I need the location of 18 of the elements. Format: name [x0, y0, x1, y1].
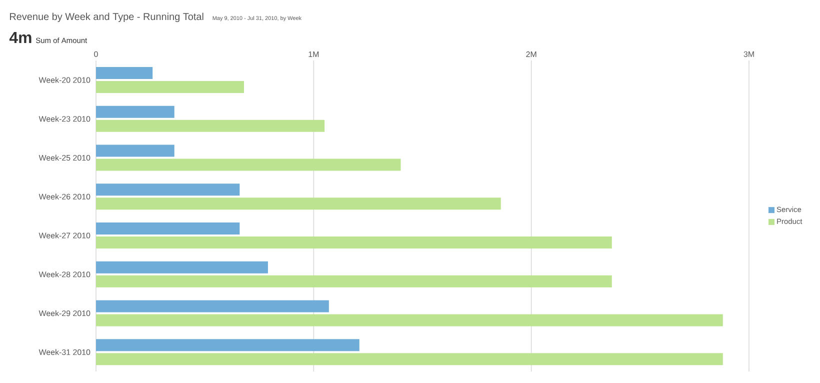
bar [96, 144, 174, 157]
bar [96, 314, 723, 326]
bar [96, 66, 153, 79]
bar [96, 353, 723, 366]
bar [96, 184, 240, 196]
text: 4m [9, 32, 32, 43]
bar [96, 275, 612, 288]
bar [96, 80, 244, 93]
bar [96, 261, 268, 274]
bar [96, 198, 501, 210]
bar [96, 236, 612, 248]
bar [96, 222, 240, 234]
bar [96, 120, 325, 132]
bar [96, 300, 329, 312]
bar [96, 339, 360, 352]
bar [96, 158, 401, 171]
chart-title: Revenue by Week and Type - Running Total [10, 12, 204, 22]
bar [96, 106, 174, 118]
